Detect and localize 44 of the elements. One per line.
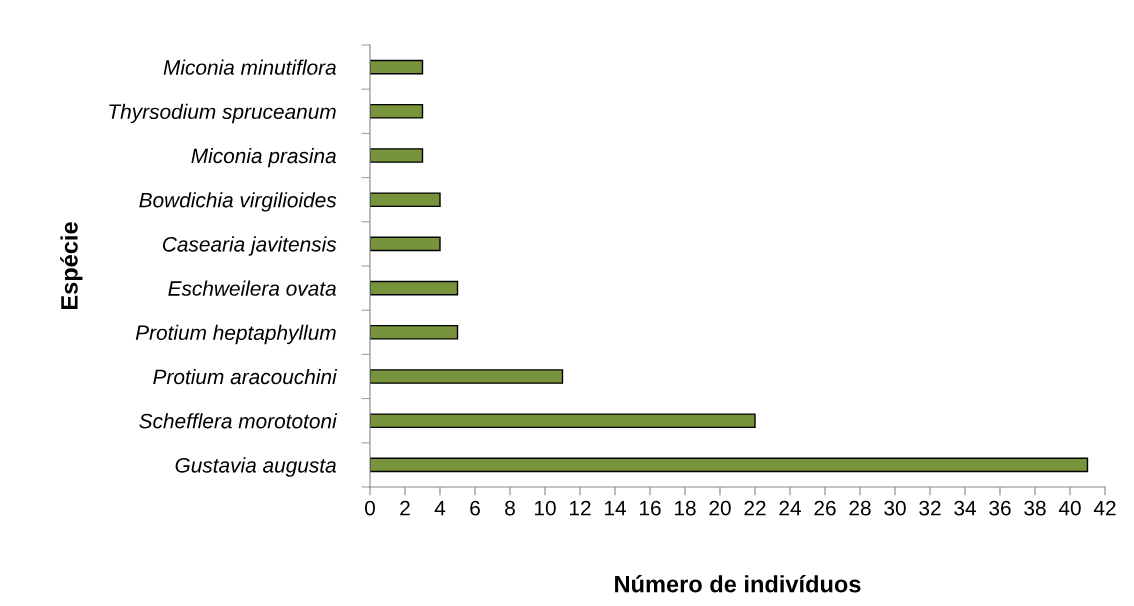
x-tick-label: 38 bbox=[1024, 500, 1046, 516]
y-tick-label: Eschweilera ovata bbox=[168, 280, 336, 296]
bar bbox=[370, 103, 424, 119]
x-axis-title: Número de indivíduos bbox=[615, 574, 861, 593]
x-tick-label: 12 bbox=[570, 500, 591, 516]
y-tick-label: Bowdichia virgilioides bbox=[139, 192, 337, 212]
x-tick-label: 2 bbox=[400, 500, 410, 516]
x-tick-label: 18 bbox=[675, 500, 696, 516]
y-tick-label: Protium aracouchini bbox=[153, 368, 338, 385]
y-tick-label: Protium heptaphyllum bbox=[135, 324, 336, 345]
bar bbox=[370, 280, 459, 296]
x-tick-label: 26 bbox=[814, 500, 836, 516]
bar bbox=[370, 59, 424, 75]
bar bbox=[370, 369, 564, 384]
x-tick-label: 20 bbox=[709, 500, 731, 516]
y-tick-label: Miconia minutiflora bbox=[163, 59, 336, 75]
x-tick-label: 16 bbox=[640, 500, 661, 516]
bar bbox=[370, 148, 424, 163]
bar bbox=[370, 457, 1089, 473]
bar bbox=[370, 192, 441, 208]
x-tick-label: 22 bbox=[744, 500, 766, 516]
bar bbox=[370, 324, 459, 340]
x-tick-label: 14 bbox=[605, 500, 626, 516]
y-tick-label: Casearia javitensis bbox=[162, 236, 337, 256]
x-tick-label: 28 bbox=[849, 500, 871, 516]
x-tick-label: 6 bbox=[470, 500, 480, 516]
x-tick-label: 10 bbox=[535, 500, 556, 516]
x-tick-label: 34 bbox=[954, 500, 976, 516]
y-axis-title: Espécie bbox=[60, 222, 83, 310]
x-tick-label: 24 bbox=[779, 500, 801, 516]
x-tick-label: 8 bbox=[505, 500, 515, 516]
x-tick-label: 32 bbox=[919, 500, 941, 516]
y-tick-label: Schefflera morototoni bbox=[139, 413, 338, 429]
x-tick-label: 40 bbox=[1058, 500, 1081, 516]
y-tick-label: Gustavia augusta bbox=[175, 457, 336, 477]
bar bbox=[370, 236, 441, 252]
y-tick-label: Miconia prasina bbox=[191, 147, 336, 168]
x-tick-label: 36 bbox=[989, 500, 1011, 516]
x-tick-label: 42 bbox=[1093, 500, 1116, 516]
x-tick-label: 4 bbox=[434, 500, 446, 516]
bar bbox=[370, 413, 756, 429]
y-tick-label: Thyrsodium spruceanum bbox=[109, 103, 336, 124]
x-tick-label: 30 bbox=[884, 500, 906, 516]
x-tick-label: 0 bbox=[365, 500, 375, 516]
